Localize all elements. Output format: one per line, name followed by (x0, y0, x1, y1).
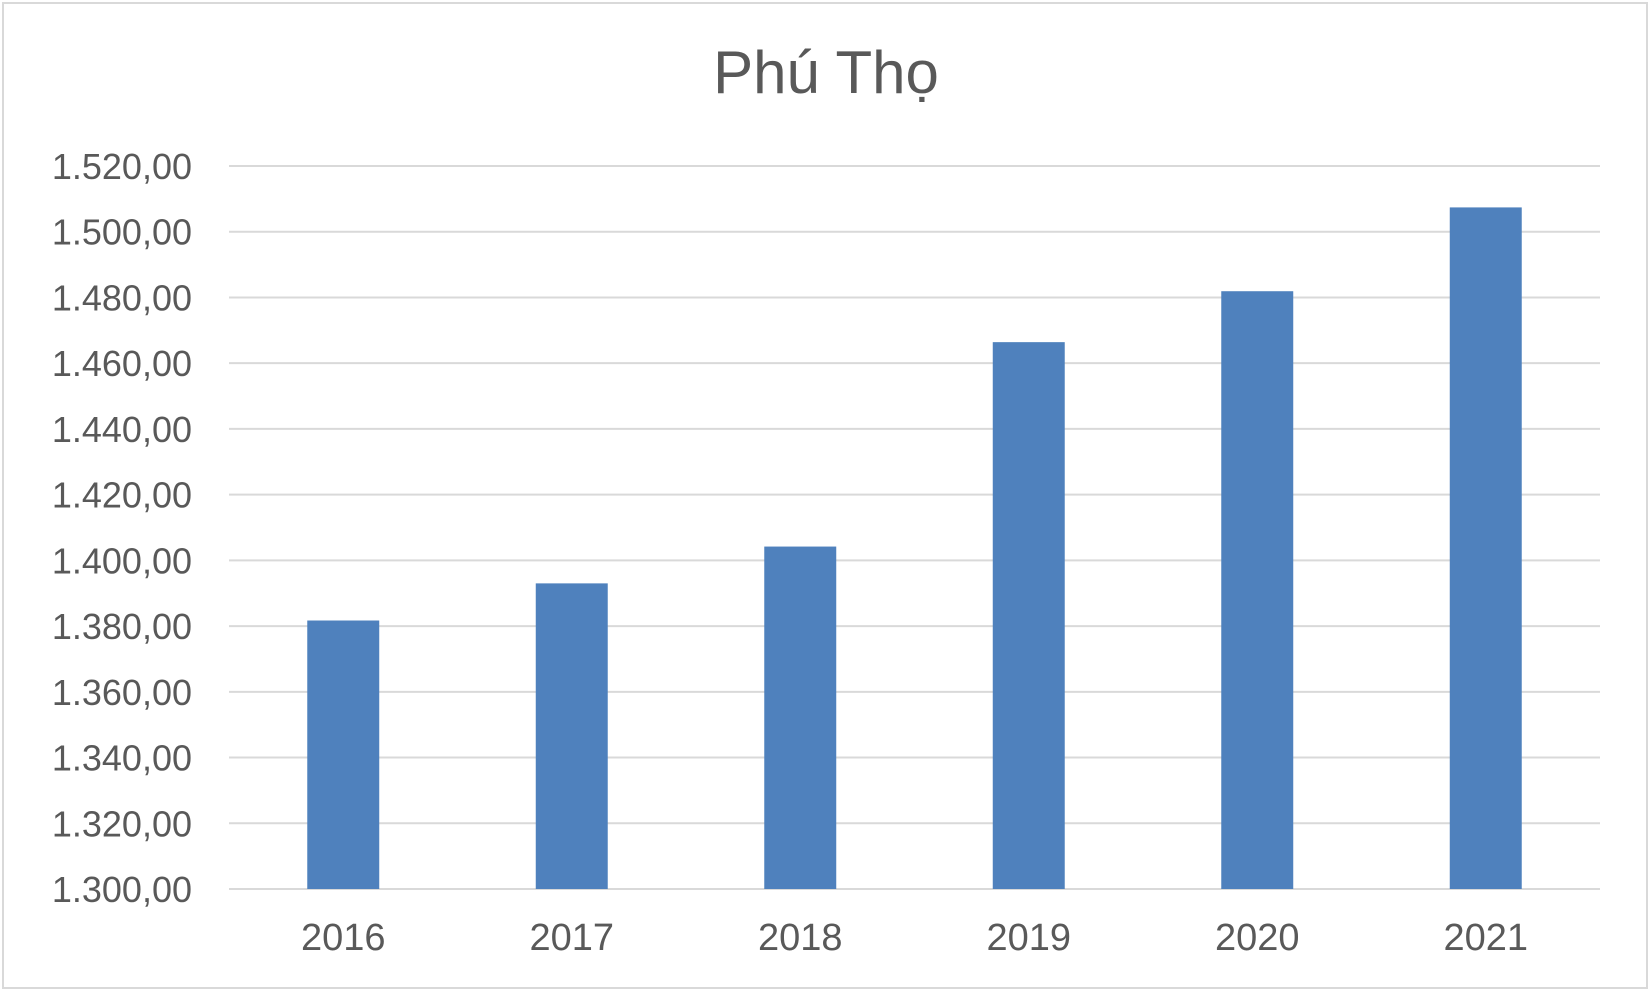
x-tick-label: 2018 (758, 917, 843, 959)
bar-2017 (535, 583, 608, 889)
y-axis-ticks: 1.300,00 1.320,00 1.340,00 1.360,00 1.380,00… (52, 146, 192, 910)
y-tick-label: 1.440,00 (52, 409, 192, 450)
y-tick-label: 1.480,00 (52, 277, 192, 318)
x-tick-label: 2020 (1215, 917, 1300, 959)
x-tick-label: 2019 (986, 917, 1071, 959)
chart-title: Phú Thọ (713, 39, 939, 106)
bar-2018 (764, 546, 837, 889)
y-tick-label: 1.300,00 (52, 869, 192, 910)
y-tick-label: 1.360,00 (52, 672, 192, 713)
bar-2021 (1449, 207, 1522, 889)
x-tick-label: 2021 (1443, 917, 1528, 959)
bar-2016 (307, 620, 380, 889)
gridlines (229, 165, 1600, 890)
y-tick-label: 1.520,00 (52, 146, 192, 187)
bar-2019 (992, 342, 1065, 890)
y-tick-label: 1.460,00 (52, 343, 192, 384)
y-tick-label: 1.340,00 (52, 738, 192, 779)
y-tick-label: 1.500,00 (52, 212, 192, 253)
bar-2020 (1221, 291, 1294, 889)
y-tick-label: 1.320,00 (52, 803, 192, 844)
bars (307, 207, 1522, 890)
x-tick-label: 2017 (529, 917, 614, 959)
x-axis-ticks: 2016 2017 2018 2019 2020 2021 (301, 917, 1528, 959)
y-tick-label: 1.400,00 (52, 540, 192, 581)
y-tick-label: 1.420,00 (52, 475, 192, 516)
x-tick-label: 2016 (301, 917, 386, 959)
y-tick-label: 1.380,00 (52, 606, 192, 647)
